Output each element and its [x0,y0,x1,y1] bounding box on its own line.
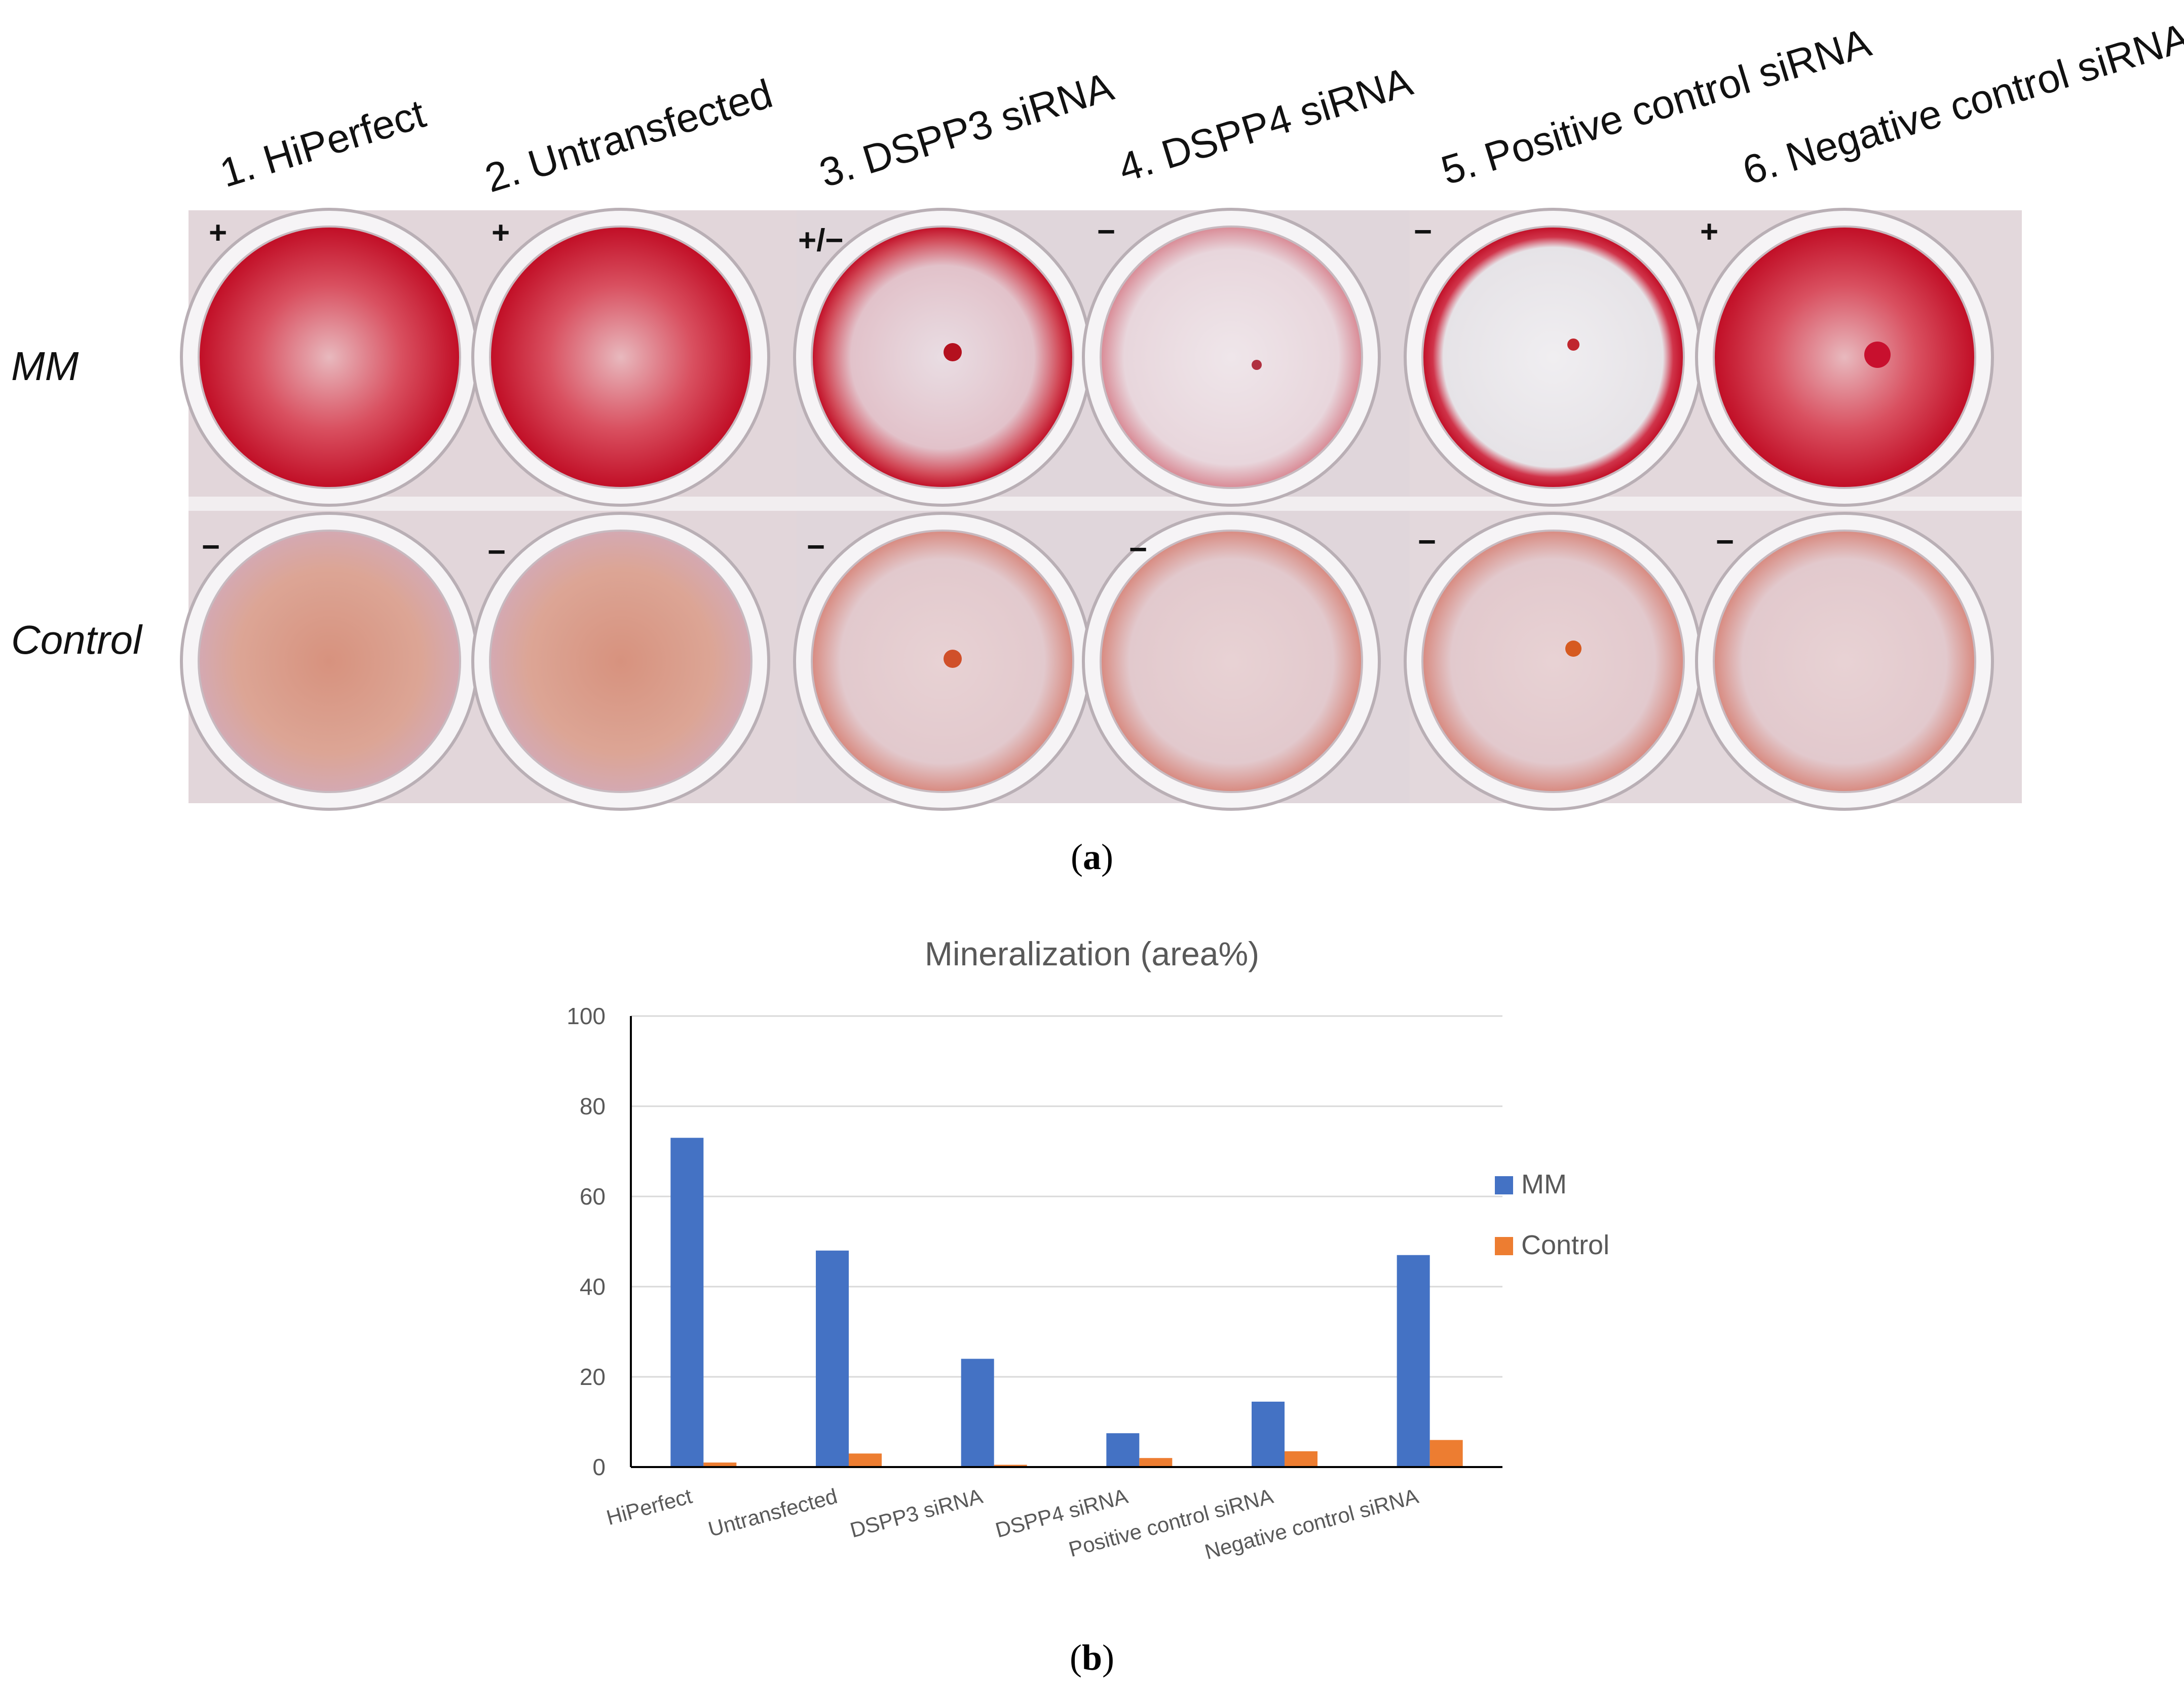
panel-label-b: (b) [1070,1637,1114,1678]
bars [670,1138,1463,1467]
sign-control-5: − [1418,524,1436,559]
sign-mm-1: + [209,215,227,250]
legend-swatch-mm [1495,1176,1513,1194]
y-tick-label-4: 80 [580,1093,606,1119]
row-label-control: Control [11,617,143,662]
control-signs: − − − − − − [202,524,1734,570]
bar-mm-3 [961,1359,994,1467]
y-tick-labels: 0 20 40 60 80 100 [567,1003,606,1480]
row-gap-divider [189,497,2022,511]
well-mm-3 [811,226,1074,489]
sign-control-6: − [1716,524,1734,559]
y-tick-label-1: 20 [580,1364,606,1390]
column-label-3: 3. DSPP3 siRNA [814,63,1119,196]
well-mm-1 [198,226,461,489]
bar-mm-5 [1252,1401,1285,1467]
y-tick-label-3: 60 [580,1183,606,1210]
well-mm-4 [1100,226,1363,489]
wells [180,208,1994,811]
stain-spot-3 [1567,339,1579,351]
well-control-1 [198,530,461,793]
well-control-2 [489,530,752,793]
bar-control-3 [994,1465,1027,1467]
well-control-3 [811,530,1074,793]
sign-mm-3: +/− [798,223,844,258]
stain-spot-1 [944,343,962,361]
x-tick-label-1: HiPerfect [604,1484,695,1529]
bar-control-4 [1139,1458,1173,1467]
bar-mm-6 [1397,1255,1430,1467]
y-tick-label-5: 100 [567,1003,606,1029]
row-label-mm: MM [11,344,79,389]
sign-mm-4: − [1097,214,1115,249]
bar-mm-2 [816,1250,849,1467]
column-label-1: 1. HiPerfect [215,91,431,196]
y-tick-label-2: 40 [580,1273,606,1300]
sign-control-1: − [202,530,220,565]
legend-label-control: Control [1521,1230,1609,1260]
column-label-4: 4. DSPP4 siRNA [1113,58,1418,191]
x-tick-label-3: DSPP3 siRNA [848,1484,985,1542]
legend-swatch-control [1495,1237,1513,1255]
stain-spot-2 [1252,360,1262,370]
mineralization-chart: Mineralization (area%) 0 20 40 60 80 100 HiPe… [567,935,1609,1564]
x-tick-label-2: Untransfected [706,1484,840,1541]
chart-title: Mineralization (area%) [925,935,1259,972]
bar-mm-4 [1106,1433,1140,1467]
panel-a-plates [180,208,2022,811]
bar-control-6 [1429,1440,1463,1467]
well-control-6 [1713,530,1976,793]
axes [630,1016,1502,1468]
stain-spot-4 [1864,342,1891,368]
sign-mm-2: + [492,215,510,250]
bar-control-1 [703,1462,737,1467]
well-mm-5 [1421,226,1685,489]
well-control-4 [1100,530,1363,793]
x-tick-labels: HiPerfect Untransfected DSPP3 siRNA DSPP4 s… [604,1484,1421,1564]
sign-control-3: − [807,530,825,565]
bar-control-2 [849,1453,882,1467]
panel-label-a: (a) [1071,837,1113,877]
legend: MM Control [1495,1169,1609,1260]
sign-control-2: − [487,535,506,570]
stain-spot-6 [1565,641,1581,657]
gridlines [631,1015,1502,1378]
bar-control-5 [1285,1451,1317,1467]
well-control-5 [1421,530,1685,793]
y-tick-label-0: 0 [592,1454,606,1480]
legend-label-mm: MM [1521,1169,1567,1199]
well-mm-2 [489,226,752,489]
sign-control-4: − [1129,532,1147,567]
stain-spot-5 [944,650,962,668]
column-labels: 1. HiPerfect 2. Untransfected 3. DSPP3 s… [215,14,2184,201]
column-label-2: 2. Untransfected [480,71,777,201]
mm-signs: + + +/− − − + [209,214,1718,258]
sign-mm-6: + [1700,214,1718,249]
well-mm-6 [1713,226,1976,489]
bar-mm-1 [670,1138,704,1467]
sign-mm-5: − [1414,214,1432,249]
